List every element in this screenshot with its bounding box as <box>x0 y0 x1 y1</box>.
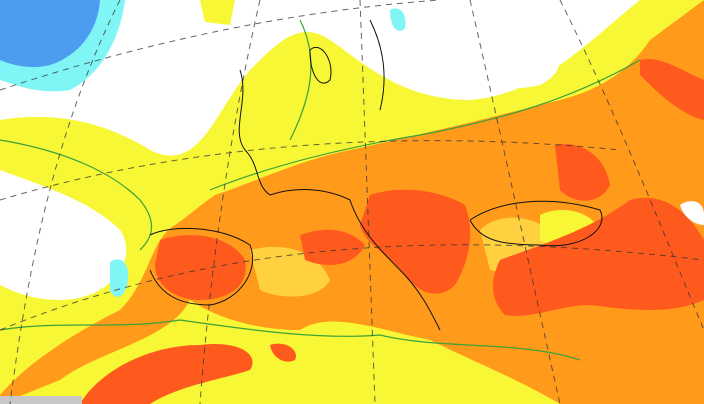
graticule <box>469 0 561 404</box>
isoline <box>0 319 581 361</box>
graticule <box>359 0 376 404</box>
isoline <box>289 19 312 141</box>
graticule <box>199 0 261 404</box>
white-patch <box>0 170 127 300</box>
blue-area <box>0 0 100 68</box>
white-patch <box>430 39 559 89</box>
white-patch <box>680 201 704 225</box>
red-patch <box>555 144 610 201</box>
red-patch <box>270 343 296 362</box>
cyan-area <box>110 259 129 297</box>
graticule <box>0 244 704 331</box>
gray-strip <box>0 396 82 404</box>
red-patch <box>493 197 704 317</box>
graticule <box>559 0 704 331</box>
graticule <box>0 0 441 91</box>
yellow-patch <box>200 0 235 25</box>
red-patch <box>155 235 246 300</box>
isoline <box>0 139 153 251</box>
red-patch <box>300 229 365 265</box>
coastline <box>469 200 603 247</box>
red-patch <box>360 189 471 294</box>
red-patch <box>640 59 704 120</box>
coastline <box>238 69 441 331</box>
coastline <box>309 19 385 111</box>
red-patch <box>80 344 253 404</box>
cyan-area <box>390 8 406 31</box>
graticule <box>9 0 121 404</box>
graticule <box>0 140 621 201</box>
isoline <box>209 59 641 191</box>
coastline <box>149 228 254 306</box>
